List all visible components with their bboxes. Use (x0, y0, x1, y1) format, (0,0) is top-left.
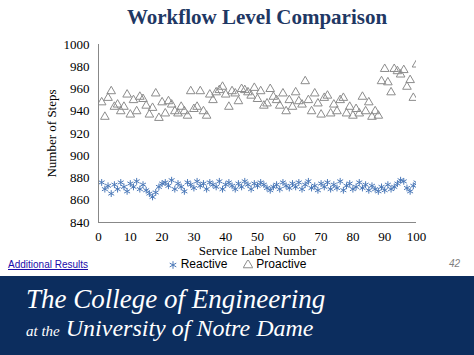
svg-text:880: 880 (70, 170, 90, 185)
svg-text:90: 90 (378, 229, 391, 244)
html-text:Proactive: Proactive (256, 257, 307, 271)
svg-text:Service Label Number: Service Label Number (199, 243, 317, 257)
svg-text:20: 20 (156, 229, 169, 244)
svg-text:80: 80 (346, 229, 359, 244)
html-text:42: 42 (448, 258, 460, 269)
svg-text:900: 900 (70, 148, 90, 163)
svg-text:100: 100 (407, 229, 427, 244)
svg-text:920: 920 (70, 126, 90, 141)
html-text:The College of Engineering: The College of Engineering (26, 284, 326, 314)
svg-text:980: 980 (70, 59, 90, 74)
svg-text:60: 60 (283, 229, 296, 244)
svg-text:0: 0 (95, 229, 102, 244)
svg-text:960: 960 (70, 81, 90, 96)
svg-text:Number of Steps: Number of Steps (44, 89, 59, 177)
html-text:Workflow Level Comparison: Workflow Level Comparison (126, 5, 388, 29)
html-text:Reactive: Reactive (180, 257, 228, 271)
svg-text:30: 30 (187, 229, 200, 244)
html-text:Additional Results: Additional Results (8, 259, 88, 270)
svg-text:940: 940 (70, 103, 90, 118)
svg-text:10: 10 (124, 229, 137, 244)
html-text:at the University of Notre Dam: at the University of Notre Dame (26, 315, 314, 341)
svg-text:1000: 1000 (64, 37, 90, 52)
svg-text:860: 860 (70, 192, 90, 207)
svg-text:50: 50 (251, 229, 264, 244)
svg-text:40: 40 (219, 229, 232, 244)
svg-text:840: 840 (70, 215, 90, 230)
svg-text:70: 70 (315, 229, 328, 244)
